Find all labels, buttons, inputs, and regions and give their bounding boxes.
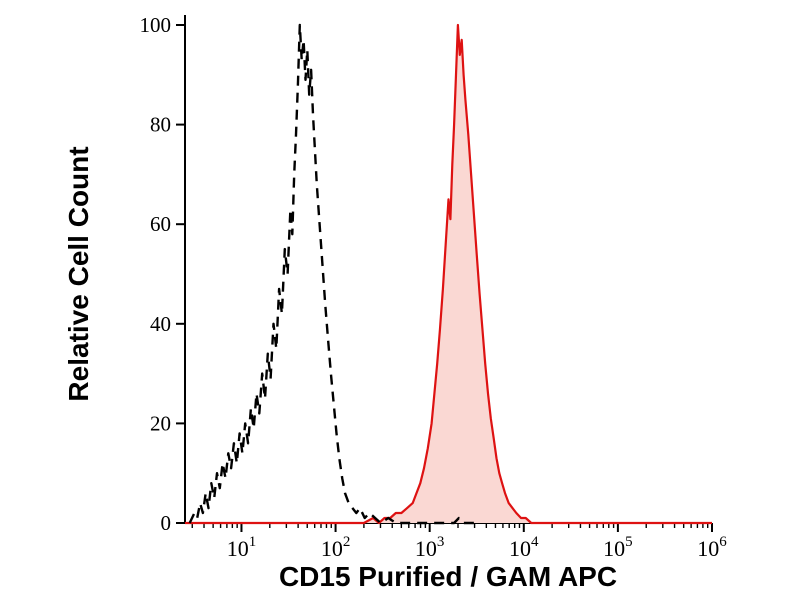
x-tick-label: 105 xyxy=(603,534,633,561)
y-tick-label: 20 xyxy=(150,411,171,435)
series-red-filled-histogram-fill xyxy=(185,25,712,523)
x-tick-label: 101 xyxy=(227,534,257,561)
series-red-filled-histogram-line xyxy=(185,23,712,525)
y-tick-label: 40 xyxy=(150,312,171,336)
series-dashed-black-histogram xyxy=(188,23,477,525)
y-tick-label: 80 xyxy=(150,113,171,137)
y-tick-label: 0 xyxy=(161,511,172,535)
plot-area: 101 102 103 104 105 106 0 20 40 60 80 100 xyxy=(140,13,728,561)
x-axis-title: CD15 Purified / GAM APC xyxy=(279,561,617,592)
series-red-filled-histogram xyxy=(185,23,712,525)
series-dashed-black-histogram-line xyxy=(188,23,477,525)
x-tick-label: 104 xyxy=(509,534,539,561)
y-tick-label: 60 xyxy=(150,212,171,236)
x-tick-label: 102 xyxy=(321,534,351,561)
y-tick-label: 100 xyxy=(140,13,172,37)
y-axis-title: Relative Cell Count xyxy=(63,146,94,401)
x-tick-label: 106 xyxy=(697,534,727,561)
x-tick-label: 103 xyxy=(415,534,445,561)
